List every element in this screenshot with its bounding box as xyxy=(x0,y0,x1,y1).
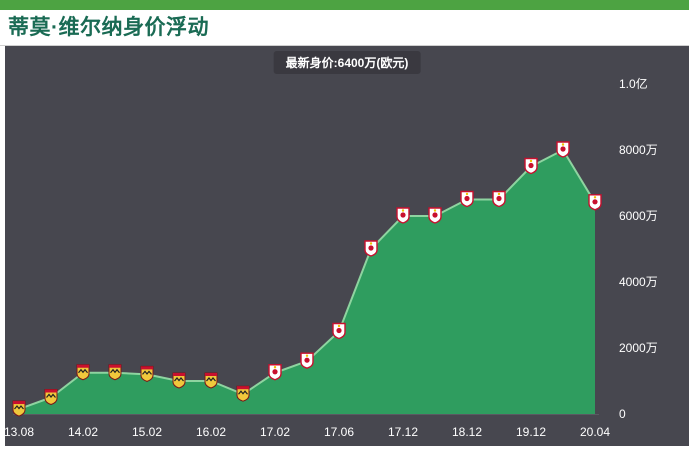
x-tick-label: 13.08 xyxy=(5,425,34,439)
y-tick-label: 8000万 xyxy=(619,143,658,157)
y-tick-label: 4000万 xyxy=(619,275,658,289)
y-tick-label: 2000万 xyxy=(619,341,658,355)
x-tick-label: 17.12 xyxy=(388,425,418,439)
top-accent-bar xyxy=(0,0,689,10)
market-value-area-series xyxy=(19,150,595,414)
stuttgart-badge-icon[interactable] xyxy=(12,400,26,417)
leipzig-badge-icon[interactable] xyxy=(300,352,314,369)
page-title: 蒂莫·维尔纳身价浮动 xyxy=(8,16,209,39)
y-tick-label: 6000万 xyxy=(619,209,658,223)
x-tick-label: 20.04 xyxy=(580,425,610,439)
leipzig-badge-icon[interactable] xyxy=(460,190,474,208)
latest-value-tooltip: 最新身价:6400万(欧元) xyxy=(273,51,421,74)
stuttgart-badge-icon[interactable] xyxy=(108,364,122,381)
x-tick-label: 15.02 xyxy=(132,425,162,439)
x-tick-label: 16.02 xyxy=(196,425,226,439)
x-tick-label: 18.12 xyxy=(452,425,482,439)
stuttgart-badge-icon[interactable] xyxy=(236,385,250,402)
x-tick-label: 19.12 xyxy=(516,425,546,439)
title-divider xyxy=(0,45,689,46)
chart-panel: 最新身价:6400万(欧元) 0 2000万 4000万 6000万 8000万 1.0亿… xyxy=(5,46,689,446)
y-tick-label: 1.0亿 xyxy=(619,76,648,91)
leipzig-badge-icon[interactable] xyxy=(364,240,378,257)
title-row: 蒂莫·维尔纳身价浮动 xyxy=(0,10,689,45)
leipzig-badge-icon[interactable] xyxy=(268,364,282,381)
x-tick-label: 14.02 xyxy=(68,425,98,439)
leipzig-badge-icon[interactable] xyxy=(428,207,442,224)
stuttgart-badge-icon[interactable] xyxy=(172,372,186,389)
leipzig-badge-icon[interactable] xyxy=(524,157,538,175)
stuttgart-badge-icon[interactable] xyxy=(204,372,218,389)
stuttgart-badge-icon[interactable] xyxy=(140,365,154,382)
market-value-chart[interactable]: 0 2000万 4000万 6000万 8000万 1.0亿 13.08 14.02 15.02… xyxy=(5,46,689,446)
leipzig-badge-icon[interactable] xyxy=(332,322,346,340)
x-tick-label: 17.06 xyxy=(324,425,354,439)
y-tick-label: 0 xyxy=(619,407,626,421)
latest-value-text: 最新身价:6400万(欧元) xyxy=(285,56,409,70)
stuttgart-badge-icon[interactable] xyxy=(76,364,90,381)
leipzig-badge-icon[interactable] xyxy=(556,141,570,158)
leipzig-badge-icon[interactable] xyxy=(396,207,410,224)
leipzig-badge-icon[interactable] xyxy=(492,190,506,208)
x-tick-label: 17.02 xyxy=(260,425,290,439)
leipzig-badge-icon[interactable] xyxy=(588,194,602,211)
stuttgart-badge-icon[interactable] xyxy=(44,389,58,406)
